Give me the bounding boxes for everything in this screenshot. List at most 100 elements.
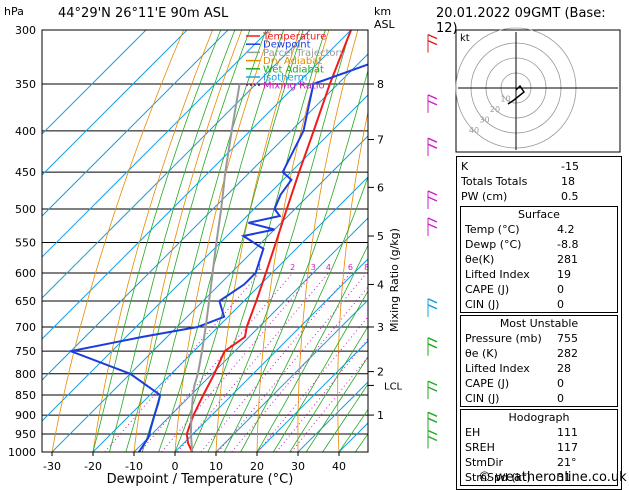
wind-barb-flag <box>428 436 437 440</box>
pressure-tick-label: 600 <box>15 267 36 280</box>
basic-index-label: K <box>461 159 468 174</box>
pressure-tick-label: 850 <box>15 389 36 402</box>
most-unstable-index-label: θe (K) <box>465 346 498 361</box>
most-unstable-index-label: CIN (J) <box>465 391 499 406</box>
km-tick-label: 1 <box>377 409 384 422</box>
hodograph-stat-label: EH <box>465 425 480 440</box>
pressure-tick-label: 350 <box>15 78 36 91</box>
wind-barb-flag <box>428 381 437 385</box>
most-unstable-index-value: 755 <box>557 331 613 346</box>
most-unstable-index-row: θe (K)282 <box>461 346 617 361</box>
most-unstable-index-value: 0 <box>557 376 613 391</box>
pressure-tick-label: 450 <box>15 166 36 179</box>
pressure-tick-label: 500 <box>15 203 36 216</box>
km-tick-label: 3 <box>377 321 384 334</box>
surface-index-row: Temp (°C)4.2 <box>461 222 617 237</box>
hodograph-stat-row: EH 111 <box>461 425 617 440</box>
hodograph-speed-label: 20 <box>490 105 500 114</box>
surface-index-label: CAPE (J) <box>465 282 509 297</box>
surface-title: Surface <box>461 207 617 222</box>
most-unstable-index-value: 28 <box>557 361 613 376</box>
pressure-tick-label: 800 <box>15 368 36 381</box>
wind-barb-flag <box>428 418 437 422</box>
basic-index-label: Totals Totals <box>461 174 527 189</box>
most-unstable-index-value: 0 <box>557 391 613 406</box>
wind-barb-flag <box>428 95 437 99</box>
basic-index-value: 18 <box>561 174 617 189</box>
wind-barb-flag <box>428 197 437 201</box>
basic-index-value: 0.5 <box>561 189 617 204</box>
x-axis-label: Dewpoint / Temperature (°C) <box>107 472 294 486</box>
km-tick-label: 4 <box>377 278 384 291</box>
most-unstable-title: Most Unstable <box>461 316 617 331</box>
mixing-ratio-label: 4 <box>326 263 331 272</box>
wind-barb-flag <box>428 305 437 309</box>
most-unstable-index-row: Pressure (mb)755 <box>461 331 617 346</box>
wind-barb-flag <box>428 218 437 222</box>
surface-index-value: 0 <box>557 297 613 312</box>
most-unstable-index-row: CIN (J) 0 <box>461 391 617 406</box>
hodograph-stat-label: StmDir <box>465 455 503 470</box>
km-tick-label: 2 <box>377 366 384 379</box>
hodograph-stat-row: StmDir 21° <box>461 455 617 470</box>
basic-index-value: -15 <box>561 159 617 174</box>
surface-index-value: -8.8 <box>557 237 613 252</box>
dry-adiabat <box>91 18 218 469</box>
wind-barb-flag <box>428 338 437 342</box>
most-unstable-index-row: CAPE (J)0 <box>461 376 617 391</box>
hodograph-stat-label: SREH <box>465 440 495 455</box>
basic-index-row: PW (cm)0.5 <box>457 189 621 204</box>
pressure-tick-label: 400 <box>15 125 36 138</box>
surface-index-value: 19 <box>557 267 613 282</box>
dry-adiabat <box>49 18 189 469</box>
surface-index-row: Lifted Index 19 <box>461 267 617 282</box>
basic-index-row: Totals Totals 18 <box>457 174 621 189</box>
isotherm-line <box>52 30 474 452</box>
km-tick-label: 5 <box>377 230 384 243</box>
hodograph-stat-value: 21° <box>557 455 613 470</box>
wind-barb-flag <box>428 344 437 348</box>
wind-barbs <box>428 35 437 449</box>
legend-label: Mixing Ratio <box>263 81 325 92</box>
wind-barb-flag <box>428 387 437 391</box>
wind-barb-flag <box>428 299 437 303</box>
isotherm-line <box>93 30 515 452</box>
surface-index-row: CIN (J) 0 <box>461 297 617 312</box>
surface-index-row: CAPE (J) 0 <box>461 282 617 297</box>
wet-adiabat <box>257 30 452 452</box>
wet-adiabat <box>224 30 379 452</box>
hodograph-speed-label: 40 <box>469 126 479 135</box>
hodograph-unit-label: kt <box>460 33 470 44</box>
wind-barb-flag <box>428 138 437 142</box>
surface-index-row: θe(K)281 <box>461 252 617 267</box>
km-tick-label: 8 <box>377 78 384 91</box>
wind-barb-flag <box>428 224 437 228</box>
isotherm-line <box>0 30 351 452</box>
hodograph-speed-label: 30 <box>479 116 489 125</box>
wind-barb-flag <box>428 144 437 148</box>
pressure-tick-label: 950 <box>15 428 36 441</box>
copyright-footer[interactable]: © weatheronline.co.uk <box>478 470 627 485</box>
basic-index-row: K -15 <box>457 159 621 174</box>
lcl-label: LCL <box>384 381 403 392</box>
pressure-tick-label: 300 <box>15 24 36 37</box>
wind-barb-flag <box>428 101 437 105</box>
surface-index-label: Dewp (°C) <box>465 237 521 252</box>
isotherm-line <box>0 30 269 452</box>
wet-adiabat <box>142 30 266 452</box>
isotherm-line <box>11 30 433 452</box>
x-tick-label: 40 <box>332 460 346 473</box>
dry-adiabat <box>414 18 448 469</box>
surface-index-value: 0 <box>557 282 613 297</box>
surface-index-label: CIN (J) <box>465 297 499 312</box>
surface-index-label: Lifted Index <box>465 267 530 282</box>
hodograph-stat-value: 117 <box>557 440 613 455</box>
hodograph-speed-label: 10 <box>500 95 510 104</box>
hodograph-stat-value: 111 <box>557 425 613 440</box>
km-tick-label: 7 <box>377 133 384 146</box>
